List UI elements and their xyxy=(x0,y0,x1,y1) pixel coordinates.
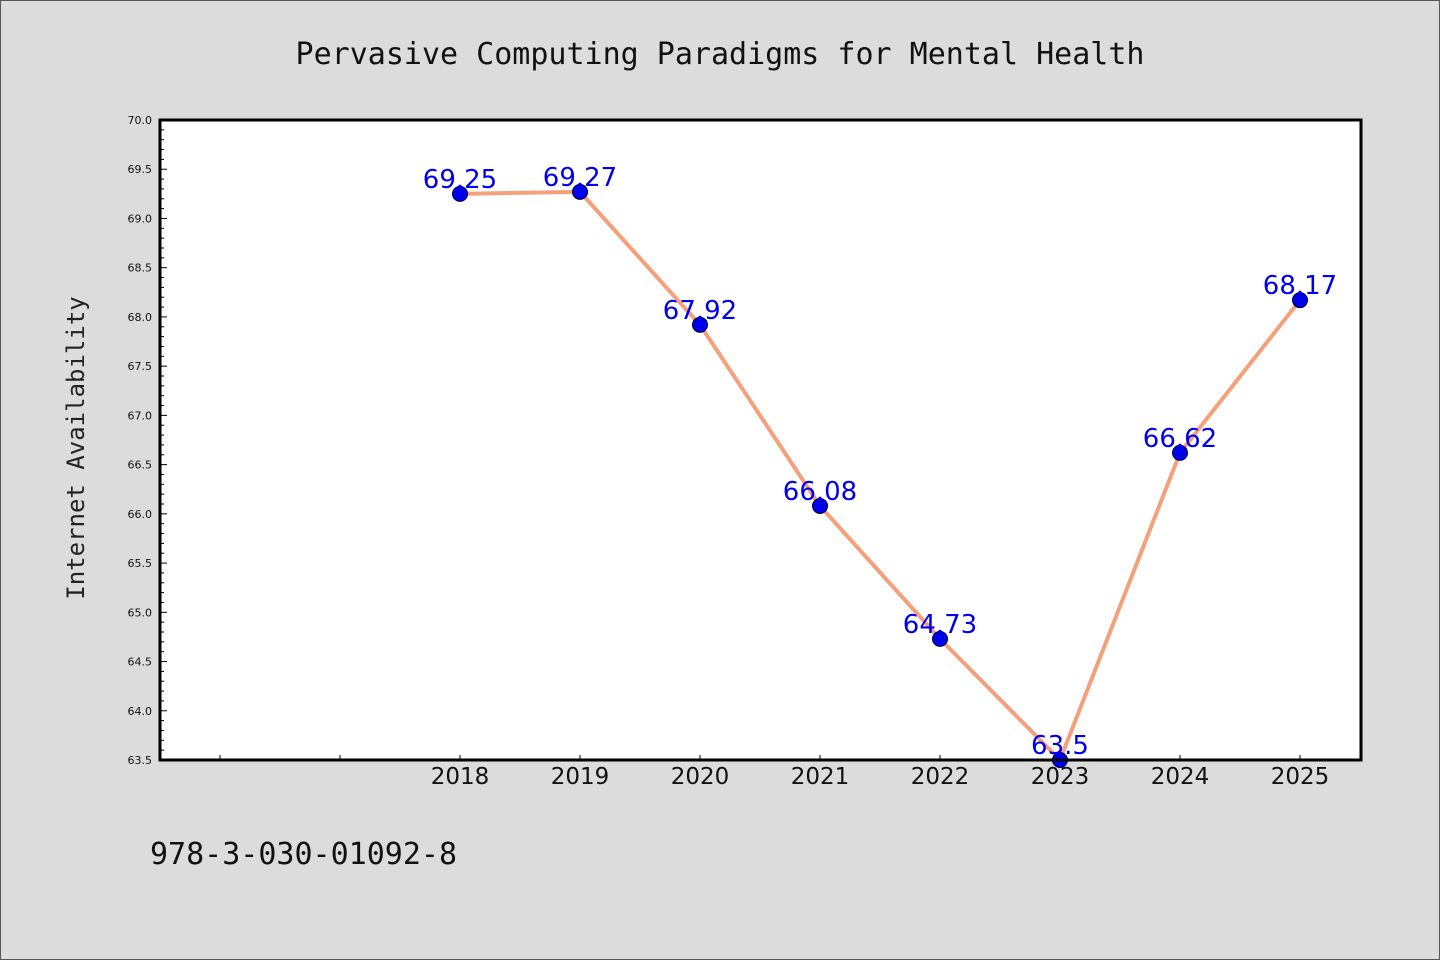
data-label: 68.17 xyxy=(1263,271,1337,301)
plot-frame xyxy=(158,118,1363,762)
x-tick-label: 2020 xyxy=(671,764,730,790)
data-label: 66.62 xyxy=(1143,424,1217,454)
data-point xyxy=(452,185,468,202)
data-label: 69.25 xyxy=(423,165,497,195)
y-tick-label: 64.0 xyxy=(128,705,153,718)
y-tick-label: 64.5 xyxy=(128,656,153,669)
y-tick-label: 66.0 xyxy=(128,508,153,521)
data-point xyxy=(572,183,588,200)
data-label: 64.73 xyxy=(903,610,977,640)
x-tick-label: 2023 xyxy=(1031,764,1090,790)
x-tick-label: 2022 xyxy=(911,764,970,790)
y-axis-label: Internet Availability xyxy=(62,296,90,599)
data-point xyxy=(1292,292,1308,309)
data-point xyxy=(932,630,948,647)
y-tick-label: 65.5 xyxy=(128,557,153,570)
y-tick-label: 65.0 xyxy=(128,606,153,619)
data-point xyxy=(1172,444,1188,461)
y-tick-label: 69.0 xyxy=(128,212,153,225)
data-label: 66.08 xyxy=(783,477,857,507)
plot-area xyxy=(160,120,1361,760)
y-tick-label: 68.0 xyxy=(128,311,153,324)
x-tick-label: 2019 xyxy=(551,764,610,790)
x-tick-label: 2021 xyxy=(791,764,850,790)
series-polyline xyxy=(459,189,1302,762)
x-axis: 2018 2019 2020 2021 2022 2023 2024 2025 xyxy=(219,755,1330,790)
data-label: 69.27 xyxy=(543,163,617,193)
x-tick-label: 2018 xyxy=(431,764,490,790)
data-point xyxy=(692,316,708,333)
data-point xyxy=(812,497,828,514)
isbn-text: 978-3-030-01092-8 xyxy=(150,837,457,872)
chart-title: Pervasive Computing Paradigms for Mental… xyxy=(296,37,1145,72)
data-label: 67.92 xyxy=(663,296,737,326)
x-tick-label: 2024 xyxy=(1151,764,1210,790)
y-tick-label: 66.5 xyxy=(128,459,153,472)
y-tick-label: 67.0 xyxy=(128,409,153,422)
y-tick-label: 69.5 xyxy=(128,163,153,176)
data-label: 63.5 xyxy=(1031,731,1089,761)
y-tick-label: 70.0 xyxy=(128,114,153,127)
y-tick-label: 63.5 xyxy=(128,754,153,767)
y-axis: 63.5 64.0 64.5 65.0 65.5 66.0 66.5 67.0 67.5 68.0… xyxy=(128,114,167,767)
y-tick-label: 68.5 xyxy=(128,262,153,275)
series-line: 69.25 69.27 67.92 66.08 64.73 63.5 66.62 68.17 xyxy=(423,163,1337,768)
y-tick-label: 67.5 xyxy=(128,360,153,373)
x-tick-label: 2025 xyxy=(1271,764,1330,790)
